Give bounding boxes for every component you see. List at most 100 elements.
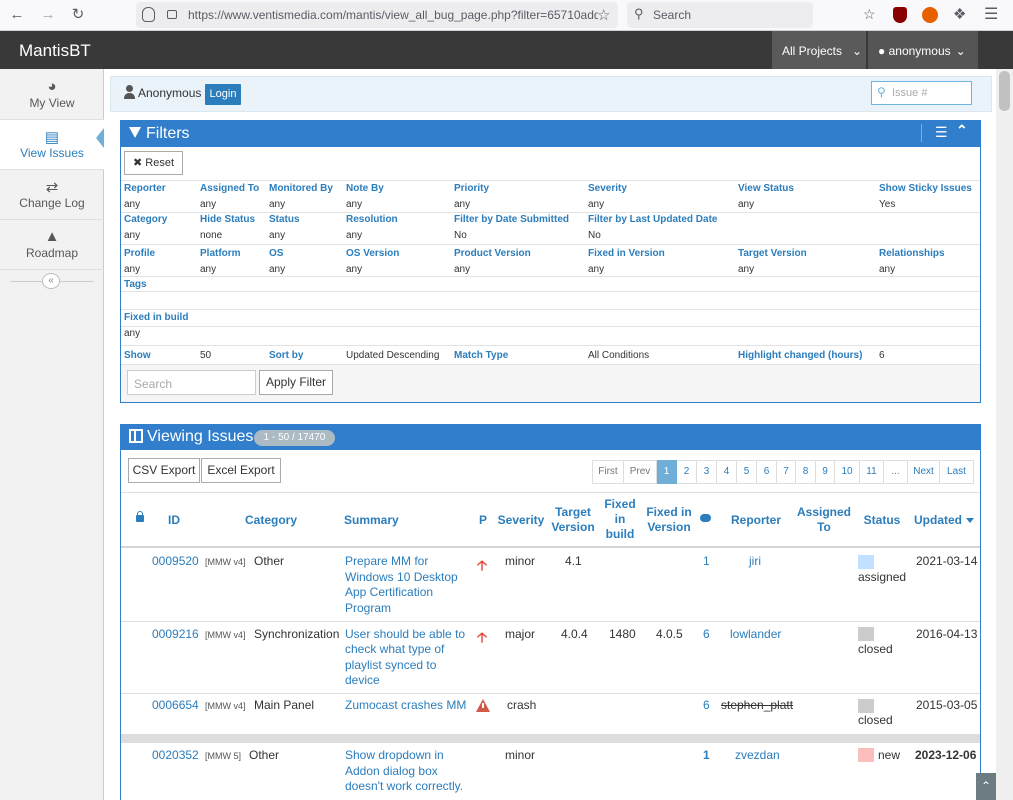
col-priority[interactable]: P: [478, 513, 487, 527]
filter-label[interactable]: Product Version: [454, 248, 531, 259]
page-11[interactable]: 11: [860, 460, 884, 484]
filter-label[interactable]: Filter by Last Updated Date: [588, 214, 718, 225]
pocket-icon[interactable]: ☆: [863, 6, 876, 22]
filter-label-tags[interactable]: Tags: [124, 279, 147, 290]
filter-label[interactable]: Priority: [454, 183, 490, 194]
filter-label[interactable]: Target Version: [738, 248, 807, 259]
issue-summary-line[interactable]: doesn't work correctly.: [345, 779, 464, 793]
reset-button[interactable]: ✖ Reset: [124, 151, 183, 175]
issue-reporter[interactable]: jiri: [749, 554, 761, 568]
filter-label[interactable]: Show Sticky Issues: [879, 183, 972, 194]
page-1[interactable]: 1: [657, 460, 677, 484]
issue-summary-line[interactable]: Addon dialog box: [345, 764, 438, 778]
issue-number-input[interactable]: Issue #: [871, 81, 972, 105]
issue-summary-line[interactable]: playlist synced to: [345, 658, 437, 672]
col-status[interactable]: Status: [863, 513, 901, 527]
issue-notes-count[interactable]: 1: [703, 554, 710, 568]
page-prev[interactable]: Prev: [624, 460, 657, 484]
bookmark-star-icon[interactable]: ☆: [597, 7, 611, 24]
col-fixed-in-build[interactable]: Fixed in build: [604, 497, 636, 541]
comments-icon[interactable]: [700, 514, 711, 522]
page-2[interactable]: 2: [677, 460, 697, 484]
issue-summary-line[interactable]: Show dropdown in: [345, 748, 444, 762]
duckduckgo-icon[interactable]: [922, 7, 938, 23]
page-7[interactable]: 7: [777, 460, 796, 484]
col-category[interactable]: Category: [244, 513, 297, 527]
extensions-icon[interactable]: ❖: [953, 6, 967, 23]
page-6[interactable]: 6: [757, 460, 777, 484]
issue-id-link[interactable]: 0009216: [152, 627, 199, 641]
col-severity[interactable]: Severity: [497, 513, 545, 527]
sidebar-item-my-view[interactable]: ◕ My View: [0, 70, 104, 120]
filter-label[interactable]: Assigned To: [200, 183, 260, 194]
lock-icon[interactable]: [167, 10, 177, 19]
filter-label[interactable]: Profile: [124, 248, 156, 259]
project-dropdown[interactable]: All Projects ⌄: [772, 31, 866, 69]
issue-reporter[interactable]: zvezdan: [735, 748, 780, 762]
forward-icon[interactable]: →: [40, 6, 56, 23]
issue-notes-count[interactable]: 1: [703, 748, 710, 762]
project-tag[interactable]: [MMW v4]: [205, 630, 246, 640]
filter-label-show[interactable]: Show: [124, 350, 151, 361]
menu-icon[interactable]: ☰: [984, 6, 999, 23]
issue-id-link[interactable]: 0020352: [152, 748, 199, 762]
scrollbar-thumb[interactable]: [999, 71, 1010, 111]
page-first[interactable]: First: [592, 460, 624, 484]
col-id[interactable]: ID: [168, 513, 180, 527]
filter-label[interactable]: Status: [269, 214, 300, 225]
filter-label[interactable]: Reporter: [124, 183, 166, 194]
page-5[interactable]: 5: [737, 460, 757, 484]
lock-icon[interactable]: [136, 515, 144, 522]
back-icon[interactable]: ←: [9, 6, 25, 23]
menu-icon[interactable]: ☰: [935, 124, 948, 140]
page-8[interactable]: 8: [796, 460, 816, 484]
excel-export-button[interactable]: Excel Export: [201, 458, 281, 483]
login-button[interactable]: Login: [205, 84, 241, 105]
filter-label[interactable]: Note By: [346, 183, 384, 194]
sidebar-item-change-log[interactable]: ⇄ Change Log: [0, 170, 104, 220]
project-tag[interactable]: [MMW 5]: [205, 751, 241, 761]
csv-export-button[interactable]: CSV Export: [128, 458, 200, 483]
col-updated[interactable]: Updated: [914, 513, 962, 527]
issue-summary-line[interactable]: Windows 10 Desktop: [345, 570, 458, 584]
sidebar-collapse-button[interactable]: «: [42, 273, 60, 289]
issue-id-link[interactable]: 0009520: [152, 554, 199, 568]
filter-label[interactable]: Platform: [200, 248, 241, 259]
issue-summary-line[interactable]: Program: [345, 601, 392, 615]
issue-summary-line[interactable]: Zumocast crashes MM: [345, 698, 467, 712]
page-scrollbar[interactable]: [996, 69, 1013, 800]
address-bar[interactable]: [136, 2, 618, 28]
col-fixed-in-version[interactable]: Fixed in Version: [646, 505, 692, 534]
filter-label[interactable]: Relationships: [879, 248, 945, 259]
brand-logo[interactable]: MantisBT: [19, 41, 91, 60]
filter-label[interactable]: Category: [124, 214, 168, 225]
page-last[interactable]: Last: [940, 460, 974, 484]
page-10[interactable]: 10: [835, 460, 860, 484]
col-reporter[interactable]: Reporter: [730, 513, 781, 527]
project-tag[interactable]: [MMW v4]: [205, 557, 246, 567]
filter-search-input[interactable]: Search: [127, 370, 256, 395]
issue-summary-line[interactable]: Prepare MM for: [345, 554, 429, 568]
page-3[interactable]: 3: [697, 460, 717, 484]
filter-label-sort[interactable]: Sort by: [269, 350, 304, 361]
shield-icon[interactable]: [142, 7, 155, 22]
filter-label[interactable]: Resolution: [346, 214, 398, 225]
issue-summary-line[interactable]: User should be able to: [345, 627, 466, 641]
col-target-version[interactable]: Target Version: [551, 505, 595, 534]
filter-label[interactable]: Monitored By: [269, 183, 333, 194]
project-tag[interactable]: [MMW v4]: [205, 701, 246, 711]
filter-label[interactable]: Severity: [588, 183, 627, 194]
browser-search-box[interactable]: [627, 2, 813, 28]
page-9[interactable]: 9: [816, 460, 835, 484]
url-text[interactable]: https://www.ventismedia.com/mantis/view_…: [188, 8, 598, 22]
issue-summary-line[interactable]: check what type of: [345, 642, 445, 656]
col-assigned-to[interactable]: Assigned To: [796, 505, 851, 534]
issue-notes-count[interactable]: 6: [703, 698, 710, 712]
page-next[interactable]: Next: [908, 460, 940, 484]
col-summary[interactable]: Summary: [344, 513, 399, 527]
issue-notes-count[interactable]: 6: [703, 627, 710, 641]
issue-summary-line[interactable]: device: [345, 673, 380, 687]
filter-label-match[interactable]: Match Type: [454, 350, 509, 361]
reload-icon[interactable]: ↻: [71, 6, 85, 23]
sidebar-item-roadmap[interactable]: ▲ Roadmap: [0, 220, 104, 270]
